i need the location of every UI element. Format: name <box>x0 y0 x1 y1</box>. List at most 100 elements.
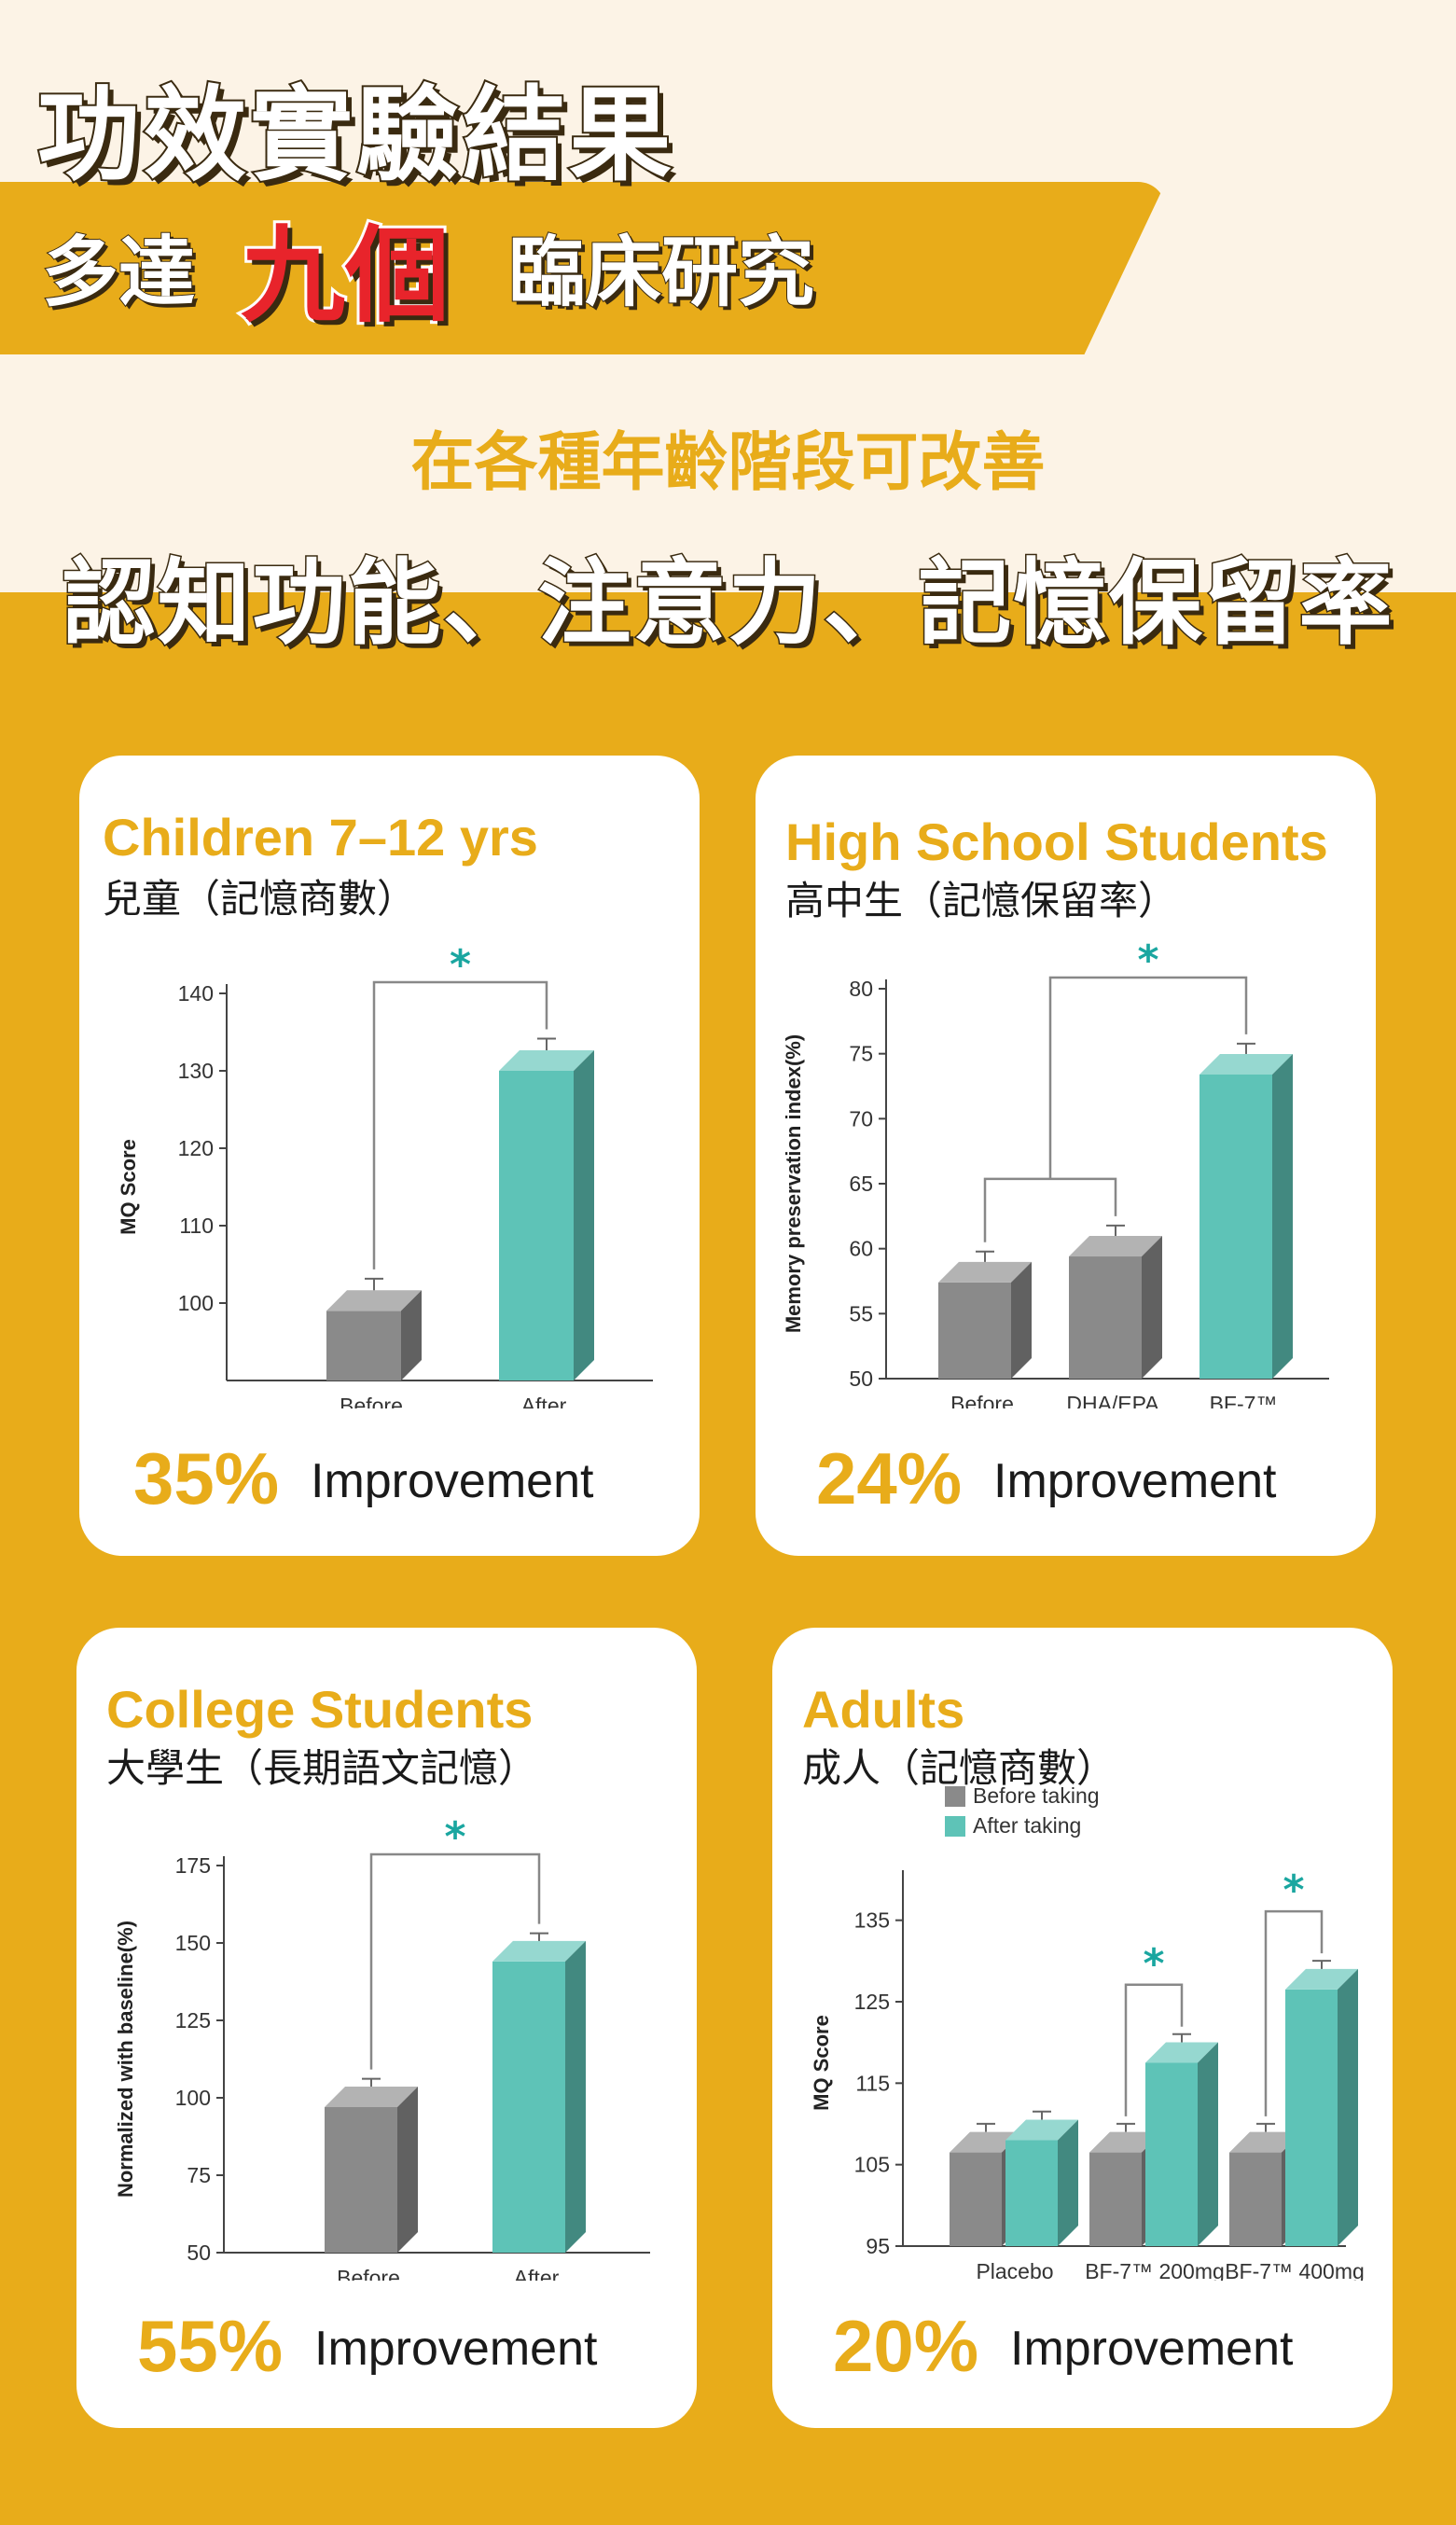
bar <box>326 1311 401 1380</box>
x-tick-label: Before <box>337 2266 400 2281</box>
significance-star: * <box>1137 936 1158 984</box>
y-tick-label: 175 <box>175 1853 211 1878</box>
benefits-headline: 認知功能、注意力、記憶保留率 <box>61 548 1394 659</box>
x-tick-label: Placebo <box>976 2259 1053 2281</box>
bar <box>499 1071 574 1380</box>
bar <box>1285 1989 1338 2246</box>
legend-label: Before taking <box>973 1783 1100 1808</box>
significance-bracket <box>1264 1909 1324 2116</box>
y-axis-label: MQ Score <box>117 1139 140 1235</box>
significance-bracket <box>983 1177 1117 1242</box>
bar-side <box>1011 1261 1032 1379</box>
bar-top <box>1145 2042 1218 2063</box>
y-tick-label: 80 <box>849 977 873 1001</box>
ribbon-banner <box>0 182 1166 354</box>
card-subtitle: 成人（記憶商數） <box>802 1745 1116 1791</box>
bar-top <box>1199 1053 1293 1075</box>
bar <box>325 2106 397 2253</box>
card-adults: Adults 成人（記憶商數） 95 105 115 125 135 MQ Score Be… <box>772 1628 1393 2428</box>
x-tick-label: After <box>514 2266 560 2281</box>
improvement-label: Improvement <box>993 1454 1277 1508</box>
improvement-percent: 20% <box>833 2305 979 2387</box>
bar-top <box>1069 1236 1162 1257</box>
improvement-percent: 55% <box>137 2305 284 2387</box>
bar-side <box>1338 1968 1358 2246</box>
bar-top <box>1089 2131 1162 2153</box>
bar <box>492 1961 565 2253</box>
bar-side <box>1058 2119 1078 2246</box>
y-tick-label: 100 <box>178 1291 214 1315</box>
y-tick-label: 50 <box>849 1367 873 1391</box>
bar-top <box>1005 2119 1078 2141</box>
bar-side <box>565 1940 586 2253</box>
bar <box>1005 2140 1058 2246</box>
significance-star: * <box>450 941 471 989</box>
x-tick-label: BF-7™ 200mg <box>1085 2259 1225 2281</box>
bar-side <box>1198 2042 1218 2246</box>
significance-star: * <box>1283 1866 1304 1914</box>
bar-top <box>1285 1968 1358 1990</box>
legend-label: After taking <box>973 1813 1081 1838</box>
y-tick-label: 70 <box>849 1106 873 1131</box>
improvement-label: Improvement <box>311 1454 594 1508</box>
bar-top <box>1229 2131 1302 2153</box>
significance-bracket <box>1124 1983 1184 2116</box>
subtitle-prefix: 多達 <box>41 228 196 318</box>
y-tick-label: 125 <box>175 2008 211 2032</box>
bar-top <box>492 1940 586 1962</box>
x-tick-label: BF-7™ 400mg <box>1225 2259 1365 2281</box>
significance-bracket <box>372 980 548 1269</box>
card-title: High School Students <box>785 812 1328 871</box>
bar-side <box>1142 1236 1162 1379</box>
bar-side <box>397 2086 418 2253</box>
y-tick-label: 75 <box>849 1042 873 1066</box>
y-tick-label: 105 <box>854 2153 890 2177</box>
chart-college: 50 75 100 125 150 175 Normalized with baseline… <box>114 1813 650 2281</box>
y-tick-label: 115 <box>855 2071 890 2095</box>
improvement-percent: 24% <box>816 1437 963 1519</box>
legend-swatch <box>945 1816 965 1837</box>
card-title: College Students <box>106 1680 534 1739</box>
subtitle-highlight: 九個 <box>238 213 452 340</box>
y-tick-label: 95 <box>866 2234 890 2258</box>
y-tick-label: 140 <box>178 981 214 1006</box>
improvement-label: Improvement <box>1010 2322 1294 2376</box>
bar-top <box>499 1050 594 1071</box>
x-tick-label: After <box>521 1394 567 1408</box>
x-tick-label: BF-7™ <box>1210 1392 1278 1408</box>
card-subtitle: 兒童（記憶商數） <box>103 876 417 922</box>
y-axis-label: MQ Score <box>810 2015 833 2111</box>
significance-bracket <box>369 1852 541 2070</box>
x-tick-label: Before <box>950 1392 1014 1408</box>
bar-side <box>401 1290 422 1380</box>
y-axis-label: Normalized with baseline(%) <box>114 1921 137 2198</box>
y-tick-label: 120 <box>178 1136 214 1160</box>
significance-star: * <box>444 1813 465 1861</box>
y-tick-label: 100 <box>175 2086 211 2110</box>
bar <box>938 1282 1011 1379</box>
significance-star: * <box>1143 1940 1164 1988</box>
y-tick-label: 135 <box>854 1908 890 1933</box>
chart-children: 100 110 120 130 140 MQ Score Before After * <box>117 941 653 1408</box>
card-children: Children 7–12 yrs 兒童（記憶商數） 100 110 120 130 1… <box>79 756 700 1556</box>
y-tick-label: 125 <box>854 1990 890 2014</box>
bar-side <box>574 1050 594 1380</box>
improvement-percent: 35% <box>133 1437 280 1519</box>
card-subtitle: 高中生（記憶保留率） <box>785 878 1178 923</box>
tagline: 在各種年齡階段可改善 <box>410 426 1046 500</box>
y-tick-label: 150 <box>175 1931 211 1955</box>
card-college: College Students 大學生（長期語文記憶） 50 75 100 125 1… <box>76 1628 697 2428</box>
bar-side <box>1272 1053 1293 1379</box>
bar <box>1199 1074 1272 1379</box>
card-high-school: High School Students 高中生（記憶保留率） 50 55 60 65… <box>756 756 1376 1556</box>
y-tick-label: 65 <box>849 1172 873 1196</box>
bar-top <box>938 1261 1032 1283</box>
chart-high-school: 50 55 60 65 70 75 80 Memory preservation index(… <box>782 936 1329 1408</box>
subtitle-suffix: 臨床研究 <box>507 228 815 318</box>
y-tick-label: 130 <box>178 1059 214 1083</box>
y-tick-label: 110 <box>179 1214 214 1238</box>
card-subtitle: 大學生（長期語文記憶） <box>106 1745 538 1791</box>
main-title: 功效實驗結果 <box>35 74 675 197</box>
x-tick-label: Before <box>340 1394 403 1408</box>
chart-adults: 95 105 115 125 135 MQ Score Before taking After… <box>810 1783 1365 2281</box>
